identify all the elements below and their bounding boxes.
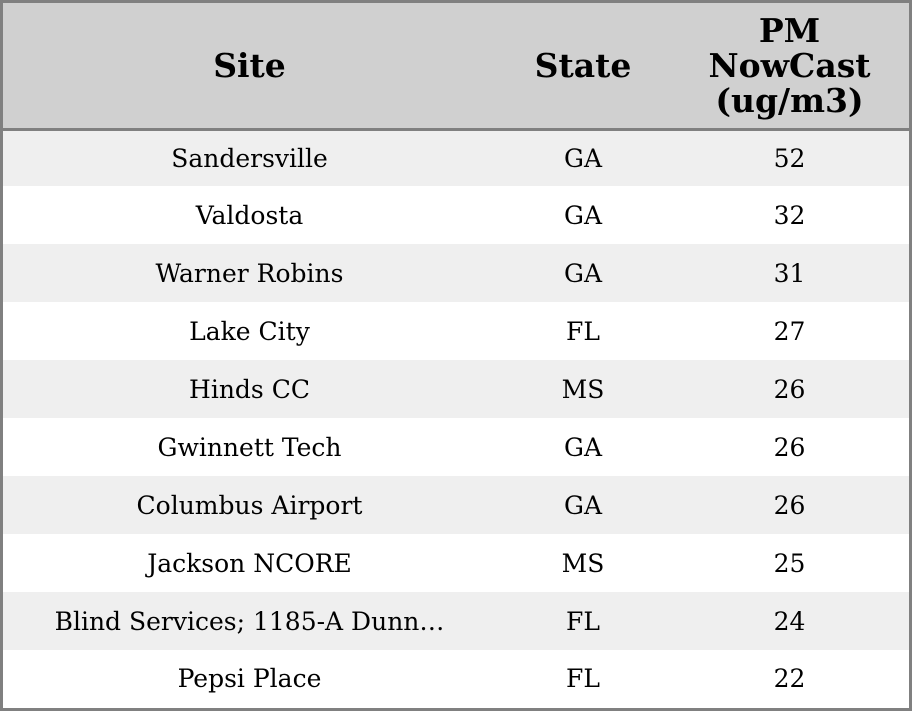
cell-state: GA bbox=[563, 490, 603, 520]
cell-state: FL bbox=[566, 606, 600, 636]
table-row: Pepsi Place FL 22 bbox=[3, 650, 909, 707]
cell-pm-nowcast: 26 bbox=[773, 432, 806, 462]
table-row: Jackson NCORE MS 25 bbox=[3, 534, 909, 592]
table-body: Sandersville GA 52 Valdosta GA 32 Warner Robin… bbox=[3, 129, 909, 707]
cell-site: Blind Services; 1185-A Dunn… bbox=[54, 606, 445, 636]
table-row: Columbus Airport GA 26 bbox=[3, 476, 909, 534]
cell-pm-nowcast: 26 bbox=[773, 374, 806, 404]
cell-site: Lake City bbox=[189, 316, 310, 346]
column-header-site: Site bbox=[3, 3, 496, 131]
cell-state: MS bbox=[561, 548, 605, 578]
cell-site: Sandersville bbox=[171, 143, 328, 173]
cell-pm-nowcast: 25 bbox=[773, 548, 806, 578]
cell-pm-nowcast: 31 bbox=[773, 258, 806, 288]
cell-site: Columbus Airport bbox=[136, 490, 363, 520]
cell-pm-nowcast: 22 bbox=[773, 664, 806, 693]
cell-site: Gwinnett Tech bbox=[157, 432, 342, 462]
header-row: Site State PM NowCast (ug/m3) bbox=[3, 3, 909, 131]
table-row: Valdosta GA 32 bbox=[3, 186, 909, 244]
column-header-pm-nowcast: PM NowCast (ug/m3) bbox=[670, 3, 909, 131]
cell-site: Valdosta bbox=[195, 200, 304, 230]
cell-state: GA bbox=[563, 200, 603, 230]
cell-pm-nowcast: 52 bbox=[773, 143, 806, 173]
cell-state: MS bbox=[561, 374, 605, 404]
cell-pm-nowcast: 32 bbox=[773, 200, 806, 230]
table-row: Hinds CC MS 26 bbox=[3, 360, 909, 418]
cell-state: FL bbox=[566, 664, 600, 693]
cell-state: GA bbox=[563, 143, 603, 173]
cell-state: GA bbox=[563, 258, 603, 288]
table-row: Lake City FL 27 bbox=[3, 302, 909, 360]
column-header-state: State bbox=[496, 3, 670, 131]
cell-site: Jackson NCORE bbox=[147, 548, 352, 578]
cell-pm-nowcast: 27 bbox=[773, 316, 806, 346]
cell-pm-nowcast: 24 bbox=[773, 606, 806, 636]
cell-pm-nowcast: 26 bbox=[773, 490, 806, 520]
cell-state: GA bbox=[563, 432, 603, 462]
cell-site: Hinds CC bbox=[189, 374, 310, 404]
pm-header-line-2: NowCast bbox=[708, 45, 871, 85]
table-row: Gwinnett Tech GA 26 bbox=[3, 418, 909, 476]
cell-site: Warner Robins bbox=[155, 258, 344, 288]
cell-state: FL bbox=[566, 316, 600, 346]
pm-header-line-1: PM bbox=[758, 10, 821, 50]
cell-site: Pepsi Place bbox=[177, 664, 322, 693]
table-row: Warner Robins GA 31 bbox=[3, 244, 909, 302]
table-row: Blind Services; 1185-A Dunn… FL 24 bbox=[3, 592, 909, 650]
data-table: Site State PM NowCast (ug/m3) Sandersvil… bbox=[3, 3, 909, 707]
pm-header-line-3: (ug/m3) bbox=[715, 80, 864, 120]
table-row: Sandersville GA 52 bbox=[3, 129, 909, 186]
table-header: Site State PM NowCast (ug/m3) bbox=[3, 3, 909, 131]
